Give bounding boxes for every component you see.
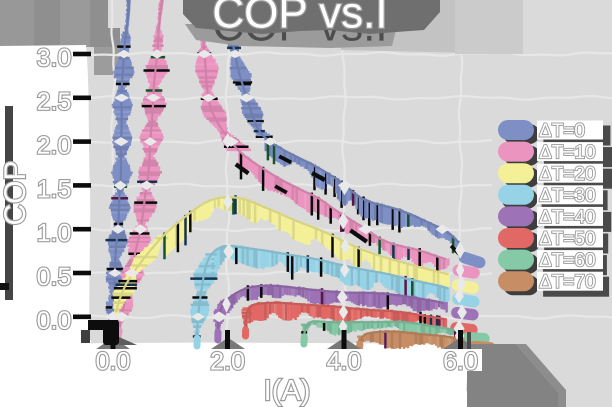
svg-text:4.0: 4.0 xyxy=(327,347,362,375)
svg-text:ΔT=0: ΔT=0 xyxy=(539,121,585,142)
svg-text:0.0: 0.0 xyxy=(96,347,131,375)
svg-text:2.0: 2.0 xyxy=(37,132,72,160)
svg-text:ΔT=20: ΔT=20 xyxy=(539,164,596,185)
svg-text:6.0: 6.0 xyxy=(443,347,478,375)
svg-text:0.5: 0.5 xyxy=(37,263,72,291)
svg-text:ΔT=10: ΔT=10 xyxy=(539,142,596,163)
svg-text:ΔT=70: ΔT=70 xyxy=(539,272,596,293)
svg-text:1.5: 1.5 xyxy=(37,175,72,203)
svg-text:2.5: 2.5 xyxy=(37,88,72,116)
svg-text:COP: COP xyxy=(0,160,32,225)
svg-text:ΔT=40: ΔT=40 xyxy=(539,207,596,228)
svg-text:3.0: 3.0 xyxy=(37,44,72,72)
svg-text:ΔT=60: ΔT=60 xyxy=(539,250,596,271)
svg-text:1.0: 1.0 xyxy=(37,219,72,247)
svg-text:2.0: 2.0 xyxy=(210,347,245,375)
svg-text:COP vs.I: COP vs.I xyxy=(212,0,387,38)
svg-text:I(A): I(A) xyxy=(264,375,311,407)
svg-text:ΔT=50: ΔT=50 xyxy=(539,229,596,250)
svg-text:0.0: 0.0 xyxy=(37,307,72,335)
svg-text:ΔT=30: ΔT=30 xyxy=(539,185,596,206)
